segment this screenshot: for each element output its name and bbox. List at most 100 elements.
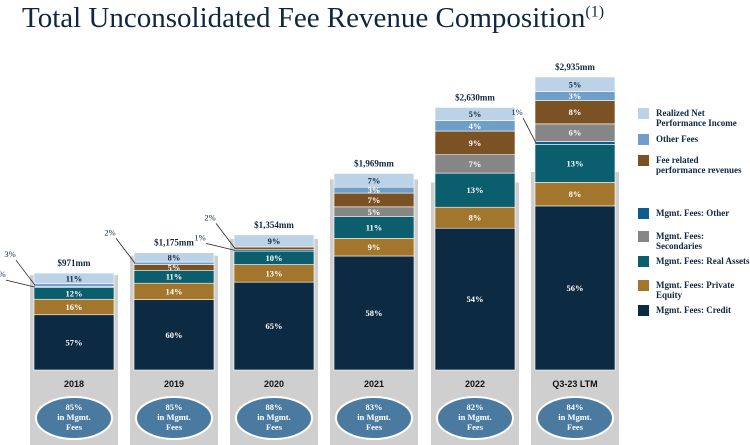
bar-segment — [133, 299, 215, 371]
bar-segment — [434, 107, 516, 121]
mgmt-fee-badge — [536, 396, 614, 440]
legend-swatch — [638, 134, 649, 145]
bar-segment — [333, 173, 415, 188]
data-label: 8% — [569, 189, 582, 199]
legend-label: Realized Net Performance Income — [656, 108, 737, 128]
mgmt-fee-badge-text: Fees — [366, 422, 383, 432]
bar-segment — [434, 227, 516, 371]
data-label: 14% — [166, 286, 183, 296]
bar-segment — [133, 252, 215, 263]
data-label: 7% — [469, 159, 482, 169]
legend-item: Mgmt. Fees: Other — [638, 208, 729, 219]
legend-label: Other Fees — [656, 134, 699, 144]
callout-label: 2% — [104, 227, 115, 237]
data-label: 8% — [469, 213, 482, 223]
data-label: 11% — [366, 222, 383, 232]
callout-label: 1% — [194, 232, 205, 242]
mgmt-fee-badge-text: Fees — [266, 422, 283, 432]
legend-swatch — [638, 256, 649, 267]
total-label: $2,935mm — [555, 62, 595, 72]
mgmt-fee-badge — [335, 396, 413, 440]
category-label: 2019 — [164, 379, 184, 389]
data-label: 12% — [66, 288, 83, 298]
callout-label: 1% — [0, 269, 6, 279]
mgmt-fee-badge — [35, 396, 113, 440]
data-label: 5% — [469, 109, 482, 119]
data-label: 5% — [569, 79, 582, 89]
callout-line — [215, 223, 236, 249]
data-label: 5% — [168, 262, 181, 272]
callout-label: 2% — [204, 212, 215, 222]
total-label: $2,630mm — [455, 92, 495, 102]
total-label: $1,175mm — [154, 238, 194, 248]
data-label: 54% — [467, 294, 484, 304]
legend-item: Realized Net Performance Income — [638, 108, 750, 128]
mgmt-fee-badge-text: Fees — [166, 422, 183, 432]
bar-segment — [33, 272, 115, 285]
data-label: 8% — [569, 107, 582, 117]
data-label: 3% — [368, 185, 381, 195]
legend-label: Mgmt. Fees: Secondaries — [656, 231, 704, 251]
data-label: 6% — [569, 128, 582, 138]
data-label: 13% — [567, 158, 584, 168]
legend-item: Mgmt. Fees: Secondaries — [638, 231, 750, 251]
data-label: 57% — [66, 337, 83, 347]
category-label: 2020 — [264, 379, 284, 389]
data-label: 60% — [166, 330, 183, 340]
bar-segment — [434, 172, 516, 208]
mgmt-fee-badge-text: in Mgmt. — [357, 412, 391, 422]
callout-label: 3% — [4, 249, 15, 259]
legend-label: Mgmt. Fees: Credit — [656, 305, 732, 315]
mgmt-fee-badge-text: 85% — [66, 402, 83, 412]
data-label: 11% — [66, 273, 83, 283]
bar-segment — [233, 281, 315, 371]
data-label: 9% — [368, 242, 381, 252]
mgmt-fee-badge-text: in Mgmt. — [257, 412, 291, 422]
title-footnote: (1) — [585, 3, 605, 21]
mgmt-fee-badge-text: Fees — [467, 422, 484, 432]
mgmt-fee-badge — [436, 396, 514, 440]
callout-line — [15, 259, 36, 286]
total-label: $1,969mm — [354, 158, 394, 168]
data-label: 58% — [366, 308, 383, 318]
data-label: 65% — [266, 321, 283, 331]
data-label: 13% — [266, 268, 283, 278]
legend-item: Mgmt. Fees: Credit — [638, 305, 731, 316]
bar-segment — [534, 144, 616, 183]
callout-line — [115, 238, 136, 264]
mgmt-fee-badge-text: in Mgmt. — [157, 412, 191, 422]
legend-swatch — [638, 231, 649, 242]
callout-label: 1% — [511, 107, 522, 117]
bar-segment — [33, 314, 115, 371]
legend-item: Fee related performance revenues — [638, 155, 750, 175]
title-text: Total Unconsolidated Fee Revenue Composi… — [22, 2, 586, 34]
data-label: 10% — [266, 253, 283, 263]
data-label: 3% — [569, 91, 582, 101]
total-label: $1,354mm — [254, 220, 294, 230]
category-label: 2018 — [64, 379, 84, 389]
bar-segment — [133, 261, 215, 265]
mgmt-fee-badge-text: Fees — [66, 422, 83, 432]
bar-segment — [534, 76, 616, 92]
legend-item: Mgmt. Fees: Private Equity — [638, 280, 750, 300]
data-label: 7% — [368, 175, 381, 185]
mgmt-fee-badge-text: in Mgmt. — [57, 412, 91, 422]
data-label: 11% — [166, 272, 183, 282]
bar-segment — [33, 283, 115, 287]
callout-line — [205, 242, 236, 251]
bar-segment — [534, 205, 616, 371]
legend-swatch — [638, 155, 649, 166]
legend-swatch — [638, 305, 649, 316]
data-label: 13% — [467, 185, 484, 195]
data-label: 16% — [66, 302, 83, 312]
callout-line — [522, 117, 537, 144]
mgmt-fee-badge — [135, 396, 213, 440]
bar-segment — [233, 246, 315, 250]
data-label: 56% — [567, 283, 584, 293]
mgmt-fee-badge-text: 84% — [567, 402, 584, 412]
data-label: 9% — [469, 138, 482, 148]
bar-segment — [534, 141, 616, 145]
data-label: 7% — [368, 195, 381, 205]
mgmt-fee-badge-text: in Mgmt. — [458, 412, 492, 422]
